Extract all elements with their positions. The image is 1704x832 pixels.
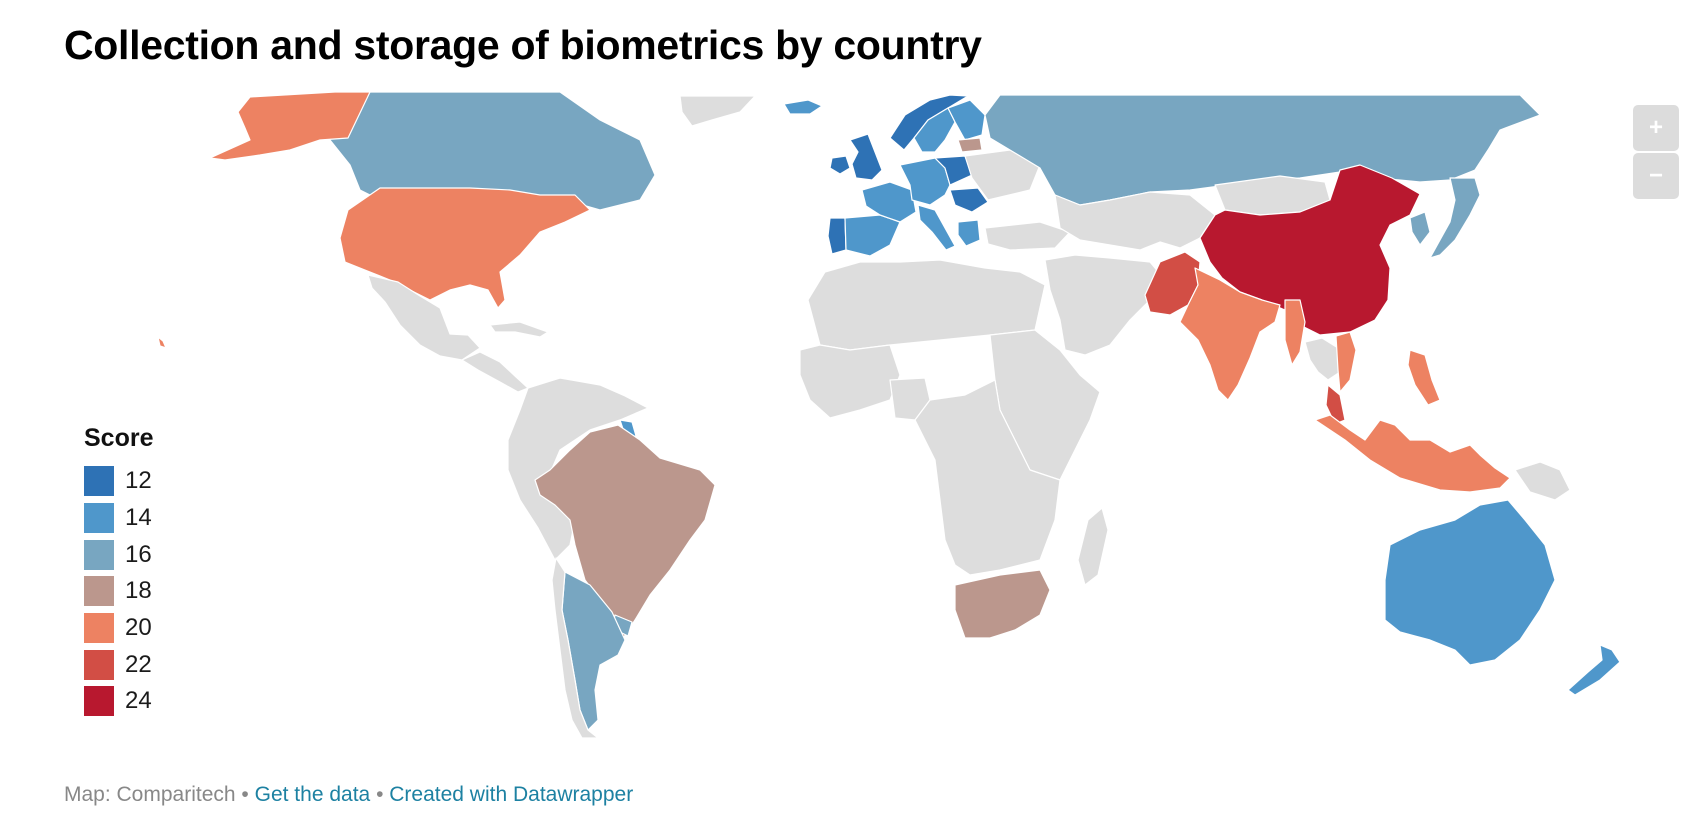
region-russia[interactable] <box>984 94 1541 206</box>
legend-swatch <box>84 539 114 570</box>
legend-items: 12 14 16 18 20 22 24 <box>84 463 153 720</box>
region-usa[interactable] <box>339 187 591 309</box>
region-spain[interactable] <box>844 214 901 257</box>
region-greenland[interactable] <box>679 95 756 127</box>
region-papua[interactable] <box>1514 461 1571 501</box>
legend-swatch <box>84 503 114 534</box>
legend-item: 24 <box>84 683 153 720</box>
legend-label: 16 <box>125 540 152 568</box>
region-japan[interactable] <box>1429 177 1481 259</box>
source-credit: Map: Comparitech <box>64 783 236 806</box>
legend-item: 22 <box>84 646 153 683</box>
legend-label: 22 <box>125 650 152 678</box>
legend-label: 24 <box>125 687 152 715</box>
region-romania[interactable] <box>949 187 989 213</box>
legend-label: 20 <box>125 614 152 642</box>
legend-title: Score <box>84 424 154 452</box>
region-philippines[interactable] <box>1407 349 1441 406</box>
region-finland[interactable] <box>947 99 986 141</box>
region-alaska[interactable] <box>209 92 371 161</box>
region-italy[interactable] <box>917 204 956 251</box>
region-portugal[interactable] <box>827 217 847 255</box>
region-uk[interactable] <box>849 133 883 181</box>
legend-swatch <box>84 649 114 680</box>
legend-label: 12 <box>125 467 152 495</box>
legend-item: 12 <box>84 463 153 500</box>
footer-separator-2: • <box>376 783 384 806</box>
chart-title: Collection and storage of biometrics by … <box>64 22 982 68</box>
world-map-svg[interactable] <box>150 92 1650 742</box>
legend-swatch <box>84 613 114 644</box>
datawrapper-link[interactable]: Created with Datawrapper <box>389 783 634 806</box>
zoom-in-button[interactable]: + <box>1633 105 1679 151</box>
footer-separator: • <box>241 783 249 806</box>
legend-label: 18 <box>125 577 152 605</box>
region-central-america[interactable] <box>461 351 529 393</box>
legend-label: 14 <box>125 504 152 532</box>
region-korea[interactable] <box>1409 211 1431 246</box>
region-mexico[interactable] <box>367 274 481 361</box>
region-central-africa[interactable] <box>914 379 1061 576</box>
legend-item: 20 <box>84 610 153 647</box>
region-iceland[interactable] <box>783 99 823 115</box>
region-middle-east[interactable] <box>1044 254 1166 356</box>
region-west-africa[interactable] <box>799 344 901 419</box>
get-data-link[interactable]: Get the data <box>254 783 371 806</box>
region-central-asia[interactable] <box>1054 191 1216 251</box>
region-baltic[interactable] <box>957 137 983 153</box>
region-myanmar[interactable] <box>1284 299 1306 366</box>
region-india[interactable] <box>1179 267 1281 401</box>
region-thailand[interactable] <box>1304 337 1341 381</box>
region-cuba[interactable] <box>489 321 549 338</box>
legend: Score 12 14 16 18 20 22 24 <box>84 424 153 720</box>
region-norway[interactable] <box>889 94 969 151</box>
region-south-africa[interactable] <box>954 569 1051 639</box>
region-chile[interactable] <box>551 557 599 739</box>
region-turkey[interactable] <box>984 221 1071 251</box>
region-sweden[interactable] <box>913 107 956 153</box>
legend-swatch <box>84 686 114 717</box>
footer: Map: Comparitech • Get the data • Create… <box>64 783 633 807</box>
legend-item: 16 <box>84 536 153 573</box>
region-hawaii[interactable] <box>157 336 167 349</box>
region-vietnam[interactable] <box>1335 331 1357 393</box>
region-ireland[interactable] <box>829 155 851 175</box>
region-australia[interactable] <box>1384 499 1556 666</box>
legend-item: 18 <box>84 573 153 610</box>
region-indonesia[interactable] <box>1314 414 1511 493</box>
world-map[interactable] <box>150 92 1650 742</box>
legend-item: 14 <box>84 500 153 537</box>
region-new-zealand[interactable] <box>1567 644 1621 696</box>
region-madagascar[interactable] <box>1077 507 1109 586</box>
legend-swatch <box>84 576 114 607</box>
region-france[interactable] <box>861 181 917 223</box>
legend-swatch <box>84 466 114 497</box>
zoom-out-button[interactable]: − <box>1633 153 1679 199</box>
region-greece[interactable] <box>957 219 981 247</box>
region-poland[interactable] <box>934 155 973 186</box>
